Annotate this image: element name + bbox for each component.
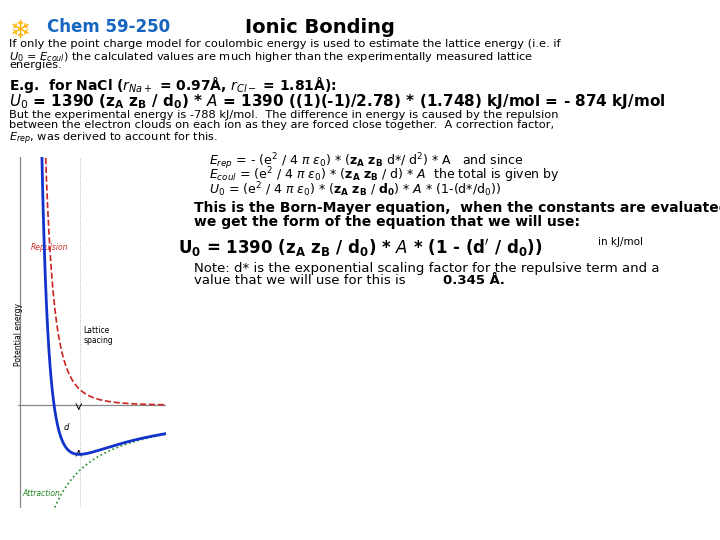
Text: Chem 59-250: Chem 59-250 <box>47 18 170 36</box>
Text: 0.345 Å.: 0.345 Å. <box>443 274 505 287</box>
Text: between the electron clouds on each ion as they are forced close together.  A co: between the electron clouds on each ion … <box>9 120 554 130</box>
Text: $\mathit{U_0}$ = 1390 ($\mathbf{z_A}$ $\mathbf{z_B}$ / $\mathbf{d_0}$) * $\mathi: $\mathit{U_0}$ = 1390 ($\mathbf{z_A}$ $\… <box>9 92 666 111</box>
Text: $E_{rep}$ = - (e$^2$ / 4 $\pi$ $\varepsilon_0$) * ($\mathbf{z_A}$ $\mathbf{z_B}$: $E_{rep}$ = - (e$^2$ / 4 $\pi$ $\varepsi… <box>209 151 523 172</box>
Text: This is the Born-Mayer equation,  when the constants are evaluated: This is the Born-Mayer equation, when th… <box>194 201 720 215</box>
Text: Lattice
spacing: Lattice spacing <box>84 326 113 345</box>
Text: $U_0$ = $E_{coul}$) the calculated values are much higher than the experimentall: $U_0$ = $E_{coul}$) the calculated value… <box>9 50 534 64</box>
Text: value that we will use for this is: value that we will use for this is <box>194 274 410 287</box>
Text: in kJ/mol: in kJ/mol <box>598 237 643 247</box>
Text: Note: d* is the exponential scaling factor for the repulsive term and a: Note: d* is the exponential scaling fact… <box>194 262 660 275</box>
Text: $\mathit{\mathbf{U_0}}$ = 1390 ($\mathbf{z_A}$ $\mathbf{z_B}$ / $\mathbf{d_0}$) : $\mathit{\mathbf{U_0}}$ = 1390 ($\mathbf… <box>178 237 542 259</box>
Text: Ionic Bonding: Ionic Bonding <box>245 18 395 37</box>
Text: $U_0$ = (e$^2$ / 4 $\pi$ $\varepsilon_0$) * ($\mathbf{z_A}$ $\mathbf{z_B}$ / $\m: $U_0$ = (e$^2$ / 4 $\pi$ $\varepsilon_0$… <box>209 180 501 199</box>
Text: But the experimental energy is -788 kJ/mol.  The difference in energy is caused : But the experimental energy is -788 kJ/m… <box>9 110 559 120</box>
Text: d: d <box>64 423 69 432</box>
Text: Attraction: Attraction <box>22 489 60 498</box>
Text: energies.: energies. <box>9 60 62 71</box>
Text: we get the form of the equation that we will use:: we get the form of the equation that we … <box>194 215 580 229</box>
Text: Repulsion: Repulsion <box>31 243 68 252</box>
Text: ❄: ❄ <box>9 19 30 43</box>
Text: $E_{coul}$ = (e$^2$ / 4 $\pi$ $\varepsilon_0$) * ($\mathbf{z_A}$ $\mathbf{z_B}$ : $E_{coul}$ = (e$^2$ / 4 $\pi$ $\varepsil… <box>209 166 559 185</box>
Text: Potential energy: Potential energy <box>14 303 23 366</box>
Text: If only the point charge model for coulombic energy is used to estimate the latt: If only the point charge model for coulo… <box>9 39 561 49</box>
Text: $E_{rep}$, was derived to account for this.: $E_{rep}$, was derived to account for th… <box>9 130 218 146</box>
Text: E.g.  for NaCl ($r_{Na+}$ = 0.97Å, $r_{Cl-}$ = 1.81Å):: E.g. for NaCl ($r_{Na+}$ = 0.97Å, $r_{Cl… <box>9 75 337 94</box>
